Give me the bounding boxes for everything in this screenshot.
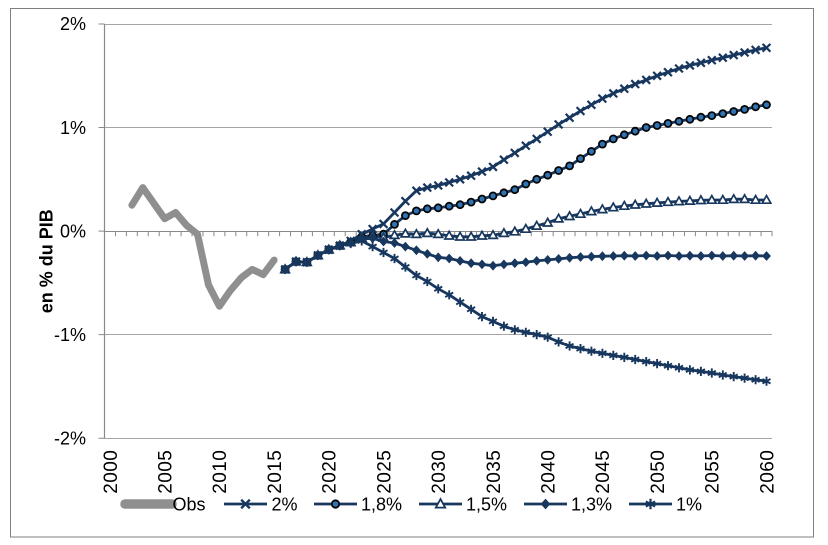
svg-text:2015: 2015	[265, 450, 286, 494]
svg-text:2%: 2%	[272, 494, 298, 514]
svg-text:2040: 2040	[539, 450, 560, 494]
svg-text:2005: 2005	[156, 450, 177, 494]
svg-text:0%: 0%	[60, 221, 86, 241]
svg-text:2000: 2000	[101, 450, 122, 494]
svg-text:Obs: Obs	[173, 494, 206, 514]
svg-text:2035: 2035	[484, 450, 505, 494]
svg-text:2050: 2050	[648, 450, 669, 494]
svg-text:-2%: -2%	[54, 428, 86, 448]
svg-text:2045: 2045	[593, 450, 614, 494]
svg-text:1,5%: 1,5%	[466, 494, 507, 514]
svg-text:2060: 2060	[757, 450, 778, 494]
svg-text:2010: 2010	[210, 450, 231, 494]
svg-text:2055: 2055	[703, 450, 724, 494]
svg-text:-1%: -1%	[54, 325, 86, 345]
svg-text:en % du PIB: en % du PIB	[37, 209, 57, 313]
svg-text:2025: 2025	[374, 450, 395, 494]
svg-text:2%: 2%	[60, 14, 86, 34]
svg-text:1%: 1%	[676, 494, 702, 514]
svg-text:1,8%: 1,8%	[361, 494, 402, 514]
svg-text:1%: 1%	[60, 118, 86, 138]
svg-text:1,3%: 1,3%	[571, 494, 612, 514]
svg-text:2020: 2020	[320, 450, 341, 494]
svg-text:2030: 2030	[429, 450, 450, 494]
